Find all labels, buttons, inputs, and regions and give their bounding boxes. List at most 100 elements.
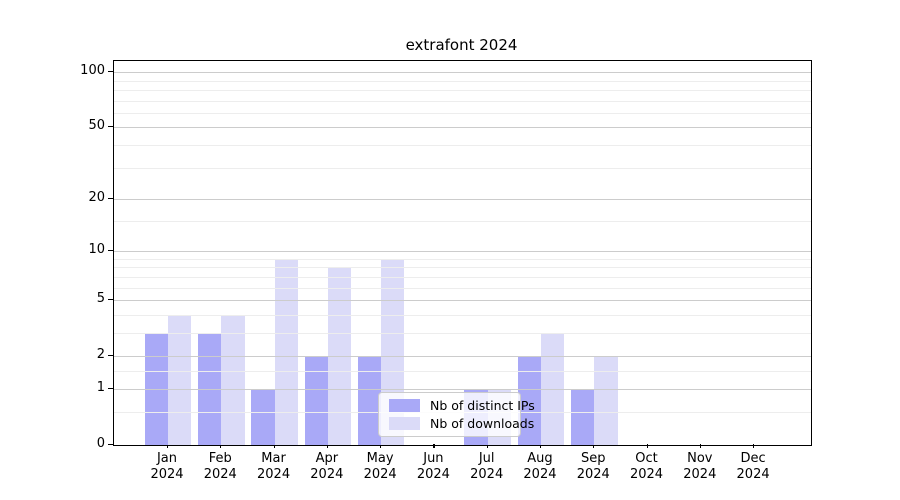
gridline-minor bbox=[114, 100, 811, 102]
legend-swatch-distinct-ips-icon bbox=[389, 399, 420, 412]
gridline-minor bbox=[114, 80, 811, 82]
y-tick-mark bbox=[108, 71, 113, 73]
gridline-minor bbox=[114, 314, 811, 316]
gridline-major bbox=[114, 127, 811, 129]
gridline-minor bbox=[114, 220, 811, 222]
bar-nb-of-distinct-ips bbox=[251, 388, 275, 445]
x-label-month: Sep bbox=[580, 451, 606, 466]
bar-nb-of-downloads bbox=[594, 356, 618, 445]
y-tick-mark bbox=[108, 444, 113, 446]
gridline-major bbox=[114, 300, 811, 302]
legend-swatch-downloads-icon bbox=[389, 417, 420, 430]
legend-item-distinct-ips: Nb of distinct IPs bbox=[379, 398, 535, 413]
gridline-minor bbox=[114, 144, 811, 146]
x-tick-mark bbox=[220, 444, 222, 448]
x-label-month: Nov bbox=[687, 451, 713, 466]
gridline-minor bbox=[114, 267, 811, 269]
chart-title: extrafont 2024 bbox=[405, 36, 518, 54]
x-axis-tick-label: Mar 2024 bbox=[242, 451, 306, 483]
x-label-month: Feb bbox=[208, 451, 232, 466]
x-label-year: 2024 bbox=[470, 467, 504, 482]
y-tick-mark bbox=[108, 387, 113, 390]
x-axis-tick-label: Sep 2024 bbox=[561, 451, 625, 483]
gridline-minor bbox=[114, 112, 811, 114]
x-label-year: 2024 bbox=[150, 467, 184, 482]
bar-nb-of-downloads bbox=[221, 314, 245, 445]
gridline-major bbox=[114, 199, 811, 200]
plot-area bbox=[113, 60, 812, 446]
x-axis-tick-label: Aug 2024 bbox=[508, 451, 572, 483]
legend-label-downloads: Nb of downloads bbox=[430, 415, 535, 431]
gridline-minor bbox=[114, 287, 811, 289]
x-tick-mark bbox=[167, 444, 169, 448]
bar-nb-of-distinct-ips bbox=[357, 356, 382, 445]
x-tick-mark bbox=[380, 444, 382, 448]
x-tick-mark bbox=[646, 444, 648, 448]
x-label-year: 2024 bbox=[310, 467, 344, 482]
gridline-major bbox=[114, 356, 811, 358]
y-tick-mark bbox=[108, 355, 113, 357]
bar-nb-of-distinct-ips bbox=[517, 356, 541, 445]
x-tick-mark bbox=[326, 444, 329, 448]
bar-nb-of-distinct-ips bbox=[570, 388, 595, 445]
gridline-major bbox=[114, 72, 811, 74]
x-tick-mark bbox=[753, 444, 755, 448]
x-axis-tick-label: May 2024 bbox=[348, 451, 412, 483]
y-axis-tick-label: 0 bbox=[96, 436, 105, 451]
x-label-month: Oct bbox=[635, 451, 658, 466]
x-tick-mark bbox=[273, 444, 275, 448]
x-tick-mark bbox=[593, 444, 595, 448]
legend-label-distinct-ips: Nb of distinct IPs bbox=[430, 397, 535, 413]
x-label-year: 2024 bbox=[683, 467, 717, 482]
x-tick-mark bbox=[433, 444, 435, 448]
y-axis-tick-label: 20 bbox=[88, 190, 105, 205]
y-tick-mark bbox=[108, 198, 113, 200]
y-tick-mark bbox=[108, 299, 113, 301]
y-axis-tick-label: 50 bbox=[88, 118, 105, 134]
gridline-major bbox=[114, 251, 811, 253]
x-tick-mark bbox=[486, 444, 488, 448]
gridline-minor bbox=[114, 370, 811, 372]
x-axis-tick-label: Jan 2024 bbox=[135, 451, 199, 483]
x-label-year: 2024 bbox=[629, 467, 664, 482]
x-label-year: 2024 bbox=[257, 467, 291, 482]
y-tick-mark bbox=[108, 250, 113, 252]
x-label-year: 2024 bbox=[736, 467, 770, 482]
x-label-month: Dec bbox=[740, 451, 766, 466]
x-label-year: 2024 bbox=[416, 467, 450, 482]
legend: Nb of distinct IPs Nb of downloads bbox=[378, 392, 535, 437]
x-label-year: 2024 bbox=[523, 467, 557, 482]
gridline-minor bbox=[114, 332, 811, 334]
x-label-month: Jun bbox=[423, 451, 444, 466]
gridline-major bbox=[114, 388, 811, 390]
x-label-month: Jan bbox=[156, 451, 178, 466]
x-label-month: Jul bbox=[478, 451, 495, 466]
x-axis-tick-label: Feb 2024 bbox=[188, 451, 252, 483]
x-axis-tick-label: Apr 2024 bbox=[295, 451, 359, 483]
y-tick-mark bbox=[108, 126, 113, 128]
x-axis-tick-label: Jul 2024 bbox=[455, 451, 519, 483]
gridline-minor bbox=[114, 89, 811, 91]
x-label-year: 2024 bbox=[203, 467, 237, 482]
gridline-minor bbox=[114, 258, 811, 260]
x-label-month: Mar bbox=[261, 451, 286, 466]
y-axis-tick-label: 1 bbox=[96, 379, 105, 395]
x-axis-tick-label: Dec 2024 bbox=[721, 451, 785, 483]
x-label-month: Apr bbox=[315, 451, 339, 466]
bar-nb-of-downloads bbox=[274, 258, 298, 445]
y-axis-tick-label: 10 bbox=[88, 242, 105, 258]
x-axis-tick-label: Jun 2024 bbox=[401, 451, 465, 483]
x-label-month: May bbox=[366, 451, 394, 466]
y-axis-tick-label: 100 bbox=[80, 63, 105, 79]
bar-nb-of-distinct-ips bbox=[304, 356, 328, 445]
x-axis-tick-label: Oct 2024 bbox=[615, 451, 679, 483]
y-axis-tick-label: 2 bbox=[96, 347, 105, 363]
y-axis-tick-label: 5 bbox=[96, 291, 105, 307]
x-tick-mark bbox=[539, 444, 542, 448]
legend-item-downloads: Nb of downloads bbox=[379, 416, 534, 431]
bar-nb-of-downloads bbox=[168, 314, 192, 445]
gridline-minor bbox=[114, 167, 811, 169]
x-label-month: Aug bbox=[527, 451, 553, 466]
x-axis-tick-label: Nov 2024 bbox=[668, 451, 732, 483]
